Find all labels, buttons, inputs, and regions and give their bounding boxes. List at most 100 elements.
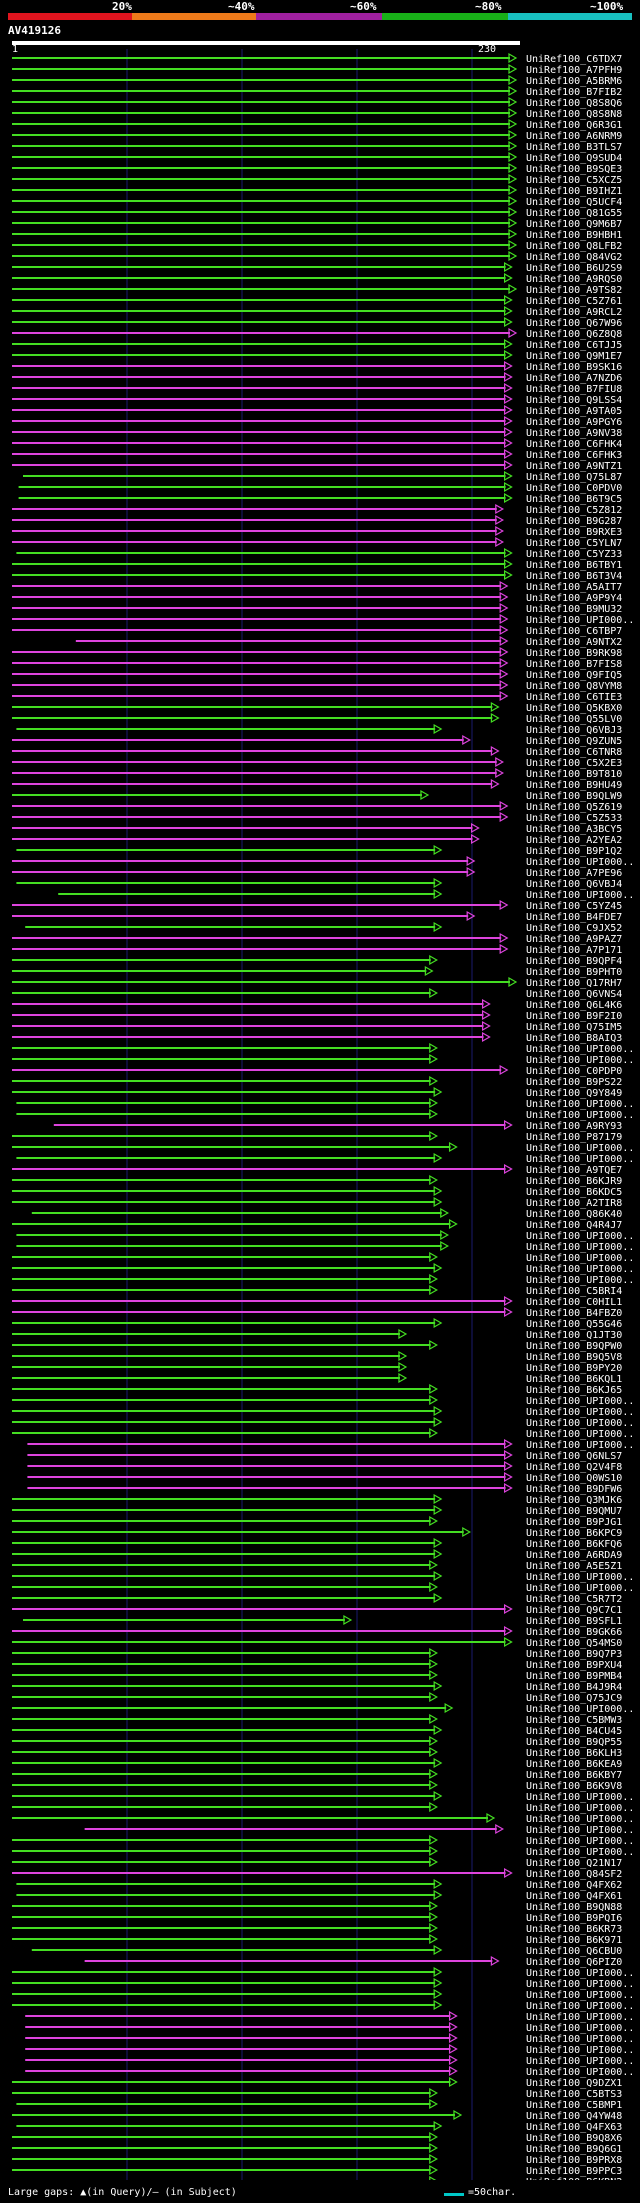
- hit-label: UniRef100_Q3MJK6: [526, 1495, 622, 1506]
- hit-arrow: [499, 580, 509, 592]
- hit-arrow: [508, 250, 518, 262]
- hit-arrow: [466, 910, 476, 922]
- hit-label: UniRef100_UPI000..: [526, 2056, 634, 2067]
- colorbar-segment-purple: [256, 13, 382, 20]
- hit-arrow: [429, 1251, 438, 1263]
- hit-label: UniRef100_A6RDA9: [526, 1550, 622, 1561]
- hit-label: UniRef100_UPI000..: [526, 1143, 634, 1154]
- hit-arrow: [503, 360, 513, 372]
- hit-label: UniRef100_A6NRM9: [526, 131, 622, 142]
- hit-label: UniRef100_B4FDE7: [526, 912, 622, 923]
- hit-label: UniRef100_B9PMB4: [526, 1671, 622, 1682]
- hit-arrow: [429, 1933, 438, 1945]
- hit-arrow: [398, 1372, 408, 1384]
- hit-label: UniRef100_UPI000..: [526, 1968, 634, 1979]
- hit-arrow: [433, 844, 443, 856]
- hit-label: UniRef100_A9TA05: [526, 406, 622, 417]
- hit-arrow: [429, 1691, 438, 1703]
- hit-label: UniRef100_UPI000..: [526, 1979, 634, 1990]
- hit-arrow: [503, 382, 513, 394]
- query-end: 230: [478, 44, 497, 55]
- hit-label: UniRef100_B9HU49: [526, 780, 622, 791]
- hit-label: UniRef100_A9NV38: [526, 428, 622, 439]
- hit-label: UniRef100_B9Q5V8: [526, 1352, 622, 1363]
- hit-label: UniRef100_A2YEA2: [526, 835, 622, 846]
- hit-arrow: [448, 2054, 458, 2066]
- hit-arrow: [503, 294, 513, 306]
- hit-label: UniRef100_Q5Z619: [526, 802, 622, 813]
- hit-label: UniRef100_A3BCY5: [526, 824, 622, 835]
- scale-legend-line: [444, 2193, 464, 2196]
- hit-arrow: [433, 1548, 443, 1560]
- hit-label: UniRef100_Q4R4J7: [526, 1220, 622, 1231]
- hit-label: UniRef100_UPI000..: [526, 1704, 634, 1715]
- hit-label: UniRef100_Q84VG2: [526, 252, 622, 263]
- gaps-legend: Large gaps: ▲(in Query)/– (in Subject): [8, 2187, 237, 2198]
- hit-arrow: [470, 822, 480, 834]
- hit-label: UniRef100_B9QN88: [526, 1902, 622, 1913]
- hit-arrow: [429, 1647, 438, 1659]
- hit-label: UniRef100_UPI000..: [526, 1418, 634, 1429]
- hit-label: UniRef100_Q9Y849: [526, 1088, 622, 1099]
- hit-label: UniRef100_C5YZ45: [526, 901, 622, 912]
- hit-arrow: [508, 184, 518, 196]
- hit-arrow: [429, 1713, 438, 1725]
- hit-label: UniRef100_UPI000..: [526, 1407, 634, 1418]
- hit-arrow: [495, 503, 505, 515]
- hit-arrow: [398, 1361, 408, 1373]
- hit-arrow: [448, 2032, 458, 2044]
- hit-arrow: [429, 2164, 438, 2176]
- hit-arrow: [503, 1119, 513, 1131]
- hit-label: UniRef100_A7P171: [526, 945, 622, 956]
- hit-label: UniRef100_B6KFQ6: [526, 1539, 622, 1550]
- hit-label: UniRef100_UPI000..: [526, 1253, 634, 1264]
- hit-label: UniRef100_B6U2S9: [526, 263, 622, 274]
- hit-label: UniRef100_B9GK66: [526, 1627, 622, 1638]
- hit-label: UniRef100_C9JX52: [526, 923, 622, 934]
- hit-arrow: [503, 437, 513, 449]
- hit-arrow: [508, 173, 518, 185]
- hit-arrow: [398, 1328, 408, 1340]
- scale-legend-text: =50char.: [468, 2187, 517, 2198]
- hit-arrow: [508, 96, 518, 108]
- hit-arrow: [490, 1955, 500, 1967]
- hit-label: UniRef100_B9IHZ1: [526, 186, 622, 197]
- hit-label: UniRef100_Q17RH7: [526, 978, 622, 989]
- hit-arrow: [429, 1284, 438, 1296]
- hit-label: UniRef100_C0PDV0: [526, 483, 622, 494]
- hit-label: UniRef100_A7NZD6: [526, 373, 622, 384]
- hit-label: UniRef100_B9PJG1: [526, 1517, 622, 1528]
- hit-label: UniRef100_UPI000..: [526, 1154, 634, 1165]
- hit-arrow: [499, 624, 509, 636]
- hit-arrow: [429, 1845, 438, 1857]
- hit-label: UniRef100_UPI000..: [526, 1396, 634, 1407]
- hit-label: UniRef100_A9NTZ1: [526, 461, 622, 472]
- hit-label: UniRef100_B9PRX8: [526, 2155, 622, 2166]
- hit-label: UniRef100_Q1JT30: [526, 1330, 622, 1341]
- hit-arrow: [433, 1988, 443, 2000]
- hit-label: UniRef100_Q86K40: [526, 1209, 622, 1220]
- hit-arrow: [429, 1779, 438, 1791]
- hit-arrow: [433, 888, 443, 900]
- hit-label: UniRef100_C5R7T2: [526, 1594, 622, 1605]
- hit-arrow: [448, 1141, 458, 1153]
- hit-arrow: [499, 943, 509, 955]
- hit-label: UniRef100_Q55LV0: [526, 714, 622, 725]
- hit-label: UniRef100_Q8VYM8: [526, 681, 622, 692]
- hit-label: UniRef100_UPI000..: [526, 1275, 634, 1286]
- scale-label-40: ~40%: [228, 0, 255, 13]
- hit-arrow: [486, 1812, 496, 1824]
- hit-label: UniRef100_UPI000..: [526, 1110, 634, 1121]
- hit-label: UniRef100_B9PXU4: [526, 1660, 622, 1671]
- hit-arrow: [433, 1757, 443, 1769]
- hit-arrow: [503, 261, 513, 273]
- hit-arrow: [433, 1504, 443, 1516]
- hit-label: UniRef100_Q9M1E7: [526, 351, 622, 362]
- hit-label: UniRef100_C5YLN7: [526, 538, 622, 549]
- hit-arrow: [490, 701, 500, 713]
- hit-arrow: [499, 635, 509, 647]
- hit-label: UniRef100_B9SQE3: [526, 164, 622, 175]
- hit-label: UniRef100_B6KEA9: [526, 1759, 622, 1770]
- hit-arrow: [429, 1900, 438, 1912]
- hit-label: UniRef100_UPI000..: [526, 1836, 634, 1847]
